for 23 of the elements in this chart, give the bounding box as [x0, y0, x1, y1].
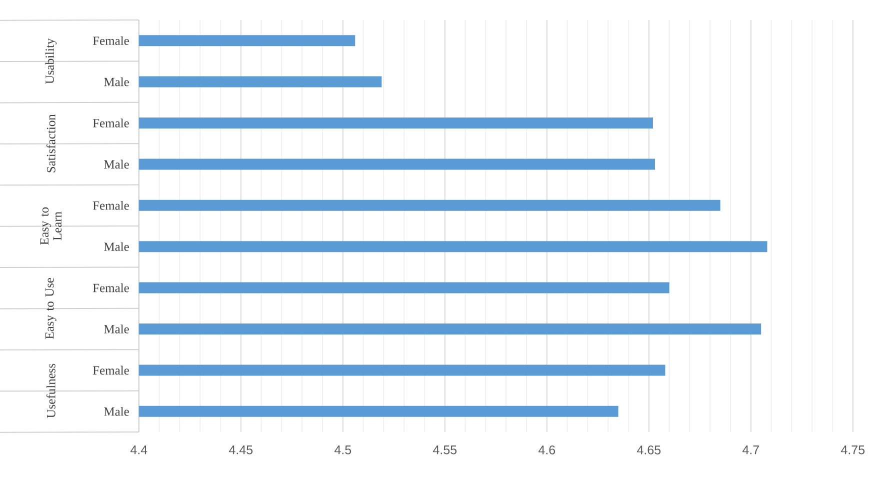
y-tick-label: Female — [92, 201, 129, 210]
x-tick-label: 4.4 — [130, 446, 148, 454]
x-tick-label: 4.55 — [433, 446, 457, 454]
text: Usefulness — [46, 364, 56, 418]
text: Easy to Use — [45, 278, 56, 339]
x-tick-label: 4.65 — [637, 446, 661, 454]
y-tick-label: Male — [104, 324, 129, 334]
y-tick-label: Female — [92, 366, 129, 375]
y-tick-label: Male — [104, 242, 129, 252]
x-tick-label: 4.5 — [334, 446, 352, 454]
text: Satisfaction — [46, 114, 56, 172]
y-tick-label: Male — [104, 160, 129, 169]
text: Easy to Learn — [40, 207, 62, 245]
y-tick-label: Female — [92, 36, 129, 45]
x-tick-label: 4.7 — [742, 446, 759, 454]
x-tick-label: 4.75 — [841, 446, 865, 454]
x-tick-label: 4.45 — [229, 446, 253, 454]
y-tick-label: Female — [92, 118, 129, 128]
y-tick-label: Female — [92, 283, 129, 292]
y-tick-label: Male — [104, 77, 129, 86]
y-tick-label: Male — [104, 407, 129, 416]
x-tick-label: 4.6 — [538, 446, 556, 454]
text: Usability — [45, 38, 57, 84]
